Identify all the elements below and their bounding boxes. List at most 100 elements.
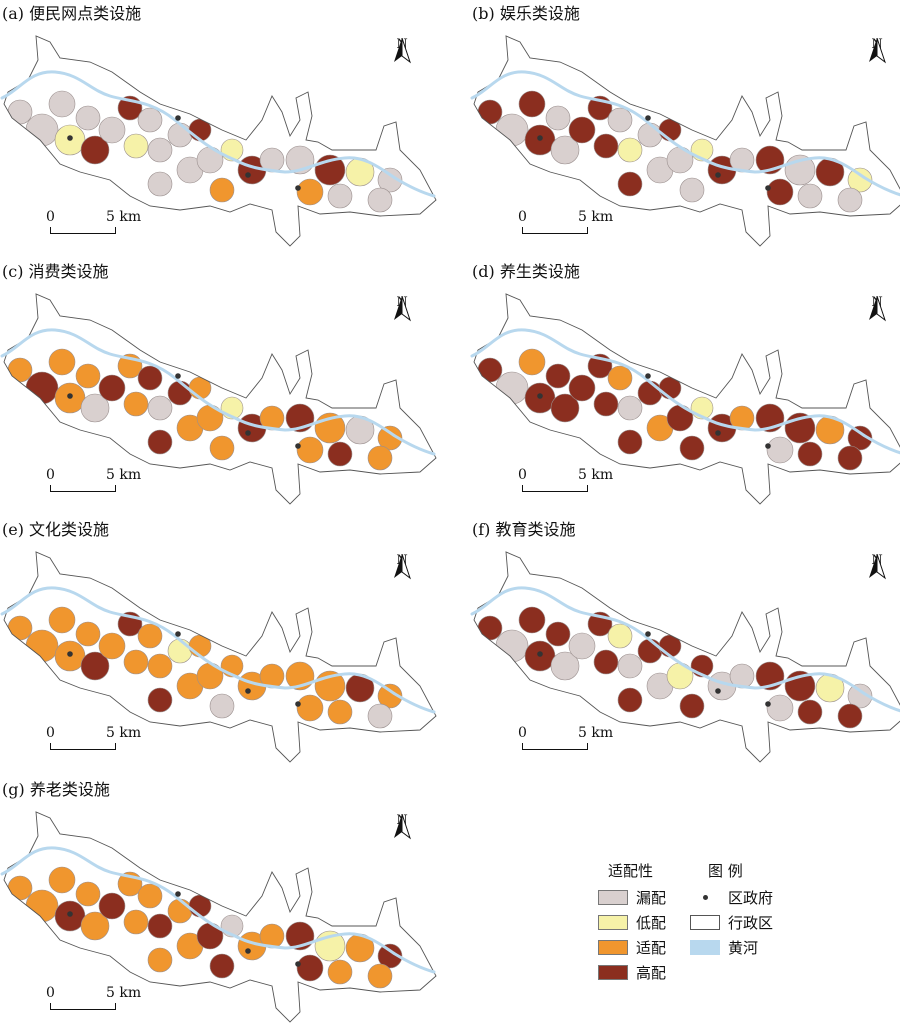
subdistrict-region (550, 135, 580, 165)
subdistrict-region (545, 621, 571, 647)
north-arrow-icon: N (865, 296, 889, 322)
subdistrict-region (25, 889, 59, 923)
panel-title: (f) 教育类设施 (472, 520, 576, 539)
subdistrict-region (837, 187, 863, 213)
subdistrict-region (48, 606, 76, 634)
district-government-dot (67, 911, 73, 917)
legend-district-government: 区政府 (690, 887, 773, 907)
subdistrict-region (607, 365, 633, 391)
subdistrict-region (550, 651, 580, 681)
subdistrict-region (147, 429, 173, 455)
choropleth-map (0, 293, 437, 505)
district-government-dot (175, 373, 181, 379)
yellow-river (0, 846, 436, 974)
subdistrict-region (25, 371, 59, 405)
subdistrict-region (593, 133, 619, 159)
subdistrict-region (679, 435, 705, 461)
subdistrict-region (377, 943, 403, 969)
subdistrict-region (847, 683, 873, 709)
subdistrict-region (209, 435, 235, 461)
subdistrict-region (137, 883, 163, 909)
subdistrict-region (167, 898, 193, 924)
subdistrict-region (679, 177, 705, 203)
subdistrict-region (477, 615, 503, 641)
subdistrict-region (75, 881, 101, 907)
map-panel-d: (d) 养生类设施 N 05 km (470, 258, 900, 516)
district-government-dot (245, 172, 251, 178)
district-government-dot (175, 631, 181, 637)
subdistrict-region (7, 357, 33, 383)
swatch-suitable (598, 939, 628, 955)
district-government-dot (765, 185, 771, 191)
river-line-icon (690, 939, 720, 955)
district-government-dot (715, 430, 721, 436)
subdistrict-region (137, 623, 163, 649)
subdistrict-region (75, 105, 101, 131)
subdistrict-region (607, 107, 633, 133)
subdistrict-region (617, 429, 643, 455)
panel-title: (g) 养老类设施 (2, 780, 110, 799)
district-government-dot (175, 115, 181, 121)
subdistrict-region (25, 113, 59, 147)
subdistrict-region (377, 683, 403, 709)
subdistrict-region (147, 653, 173, 679)
subdistrict-region (545, 105, 571, 131)
legend-admin-district: 行政区 (690, 912, 773, 932)
subdistrict-region (617, 137, 643, 163)
district-government-dot (295, 701, 301, 707)
swatch-missing (598, 889, 628, 905)
subdistrict-region (367, 963, 393, 989)
map-panel-a: (a) 便民网点类设施 N 05 km (0, 0, 450, 258)
subdistrict-region (766, 178, 794, 206)
district-government-dot (295, 961, 301, 967)
district-government-dot (645, 631, 651, 637)
subdistrict-region (477, 99, 503, 125)
subdistrict-region (296, 954, 324, 982)
district-government-dot (537, 393, 543, 399)
swatch-high (598, 964, 628, 980)
subdistrict-region (658, 376, 682, 400)
subdistrict-region (568, 632, 596, 660)
subdistrict-region (837, 445, 863, 471)
subdistrict-region (48, 90, 76, 118)
subdistrict-region (550, 393, 580, 423)
district-government-dot (245, 430, 251, 436)
district-government-dot (765, 701, 771, 707)
subdistrict-region (147, 171, 173, 197)
swatch-low (598, 914, 628, 930)
yellow-river (0, 70, 436, 198)
choropleth-map (470, 551, 900, 763)
subdistrict-region (568, 116, 596, 144)
subdistrict-region (7, 875, 33, 901)
subdistrict-region (7, 615, 33, 641)
subdistrict-region (7, 99, 33, 125)
subdistrict-region (147, 913, 173, 939)
subdistrict-region (617, 653, 643, 679)
north-arrow-icon: N (390, 296, 414, 322)
subdistrict-region (518, 348, 546, 376)
yellow-river (0, 586, 436, 714)
subdistrict-region (327, 183, 353, 209)
subdistrict-region (147, 395, 173, 421)
subdistrict-region (25, 629, 59, 663)
north-arrow-icon: N (390, 554, 414, 580)
district-government-dot (537, 651, 543, 657)
dot-icon (690, 890, 720, 905)
subdistrict-region (209, 953, 235, 979)
subdistrict-region (327, 699, 353, 725)
district-government-dot (245, 688, 251, 694)
district-government-dot (295, 443, 301, 449)
choropleth-map (470, 293, 900, 505)
subdistrict-region (80, 135, 110, 165)
subdistrict-region (766, 694, 794, 722)
subdistrict-region (495, 629, 529, 663)
subdistrict-region (797, 183, 823, 209)
north-arrow-icon: N (865, 554, 889, 580)
district-government-dot (245, 948, 251, 954)
subdistrict-region (167, 380, 193, 406)
subdistrict-region (327, 441, 353, 467)
subdistrict-region (123, 649, 149, 675)
subdistrict-region (75, 621, 101, 647)
panel-title: (c) 消费类设施 (2, 262, 109, 281)
district-government-dot (67, 651, 73, 657)
